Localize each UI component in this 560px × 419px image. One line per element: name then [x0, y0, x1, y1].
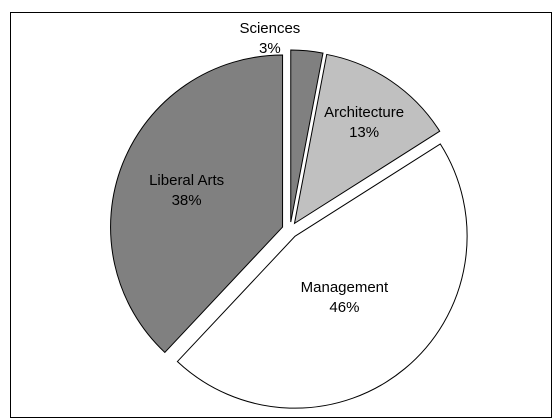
- slice-value-architecture: 13%: [349, 124, 379, 141]
- slices-layer: [110, 49, 468, 409]
- pie-slice-management: [176, 143, 468, 409]
- slice-label-sciences: Sciences: [239, 20, 300, 37]
- slice-label-management: Management: [301, 279, 389, 296]
- pie-slice-architecture: [293, 53, 441, 225]
- slice-label-architecture: Architecture: [324, 104, 404, 121]
- slice-value-liberal-arts: 38%: [172, 192, 202, 209]
- slice-value-sciences: 3%: [259, 40, 281, 57]
- pie-slice-liberal-arts: [110, 54, 284, 354]
- slice-label-liberal-arts: Liberal Arts: [149, 172, 224, 189]
- pie-slice-sciences: [290, 49, 324, 223]
- slice-value-management: 46%: [329, 299, 359, 316]
- labels-layer: Sciences 3% Architecture 13% Management 46% Li…: [149, 20, 404, 316]
